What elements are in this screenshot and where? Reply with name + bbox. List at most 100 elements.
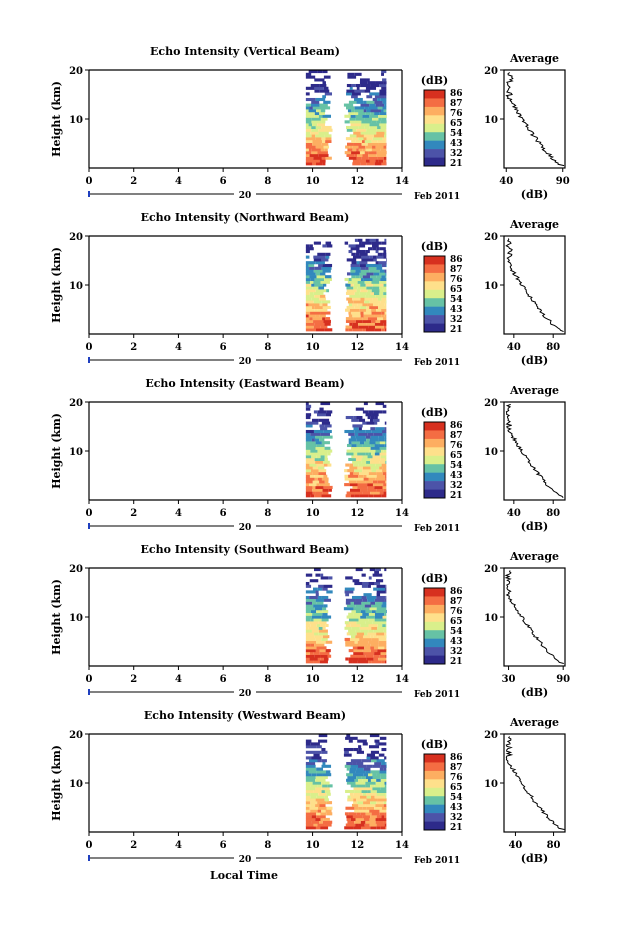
- heatmap-cell: [362, 806, 367, 810]
- heatmap-cell: [359, 81, 368, 85]
- heatmap-cell: [362, 114, 370, 118]
- heatmap-cell: [320, 325, 328, 329]
- heatmap-cell: [354, 601, 362, 605]
- heatmap-cell: [382, 410, 387, 414]
- heatmap-cell: [346, 452, 354, 456]
- heatmap-cell: [383, 322, 387, 326]
- heatmap-cell: [324, 455, 328, 459]
- heatmap-cell: [371, 469, 376, 473]
- colorbar-frame: [423, 421, 446, 499]
- heatmap-cell: [324, 328, 333, 332]
- heatmap-cell: [362, 139, 365, 143]
- heatmap-cell: [346, 632, 350, 636]
- heatmap-cell: [375, 781, 385, 785]
- heatmap-cell: [358, 432, 368, 436]
- heatmap-cell: [362, 815, 371, 819]
- x-tick-label: 10: [306, 508, 320, 519]
- beam-panel: Echo Intensity (Eastward Beam)Height (km…: [50, 377, 566, 534]
- heatmap-cell: [380, 455, 387, 459]
- heatmap-cell: [359, 637, 363, 641]
- heatmap-cell: [359, 159, 366, 163]
- heatmap-cell: [360, 609, 366, 614]
- profile-y-tick-label: 20: [484, 398, 498, 409]
- heatmap-cell: [370, 646, 374, 650]
- heatmap-cell: [362, 455, 368, 459]
- heatmap-cell: [317, 70, 323, 74]
- heatmap-cell: [360, 311, 364, 315]
- heatmap-cell: [346, 781, 356, 785]
- heatmap-cell: [383, 81, 386, 85]
- heatmap-cell: [356, 289, 361, 293]
- heatmap-cell: [322, 162, 326, 166]
- colorbar-swatch: [424, 281, 445, 291]
- heatmap-cell: [348, 311, 352, 315]
- heatmap-cell: [310, 618, 314, 622]
- y-tick-label: 20: [69, 398, 83, 409]
- heatmap-cell: [318, 457, 325, 462]
- heatmap-cell: [305, 806, 310, 810]
- heatmap-cell: [316, 795, 325, 799]
- heatmap-cell: [357, 153, 363, 157]
- heatmap-cell: [317, 252, 326, 256]
- colorbar-tick-label: 65: [450, 285, 463, 295]
- heatmap-cell: [355, 319, 363, 323]
- heatmap-cell: [305, 159, 310, 163]
- heatmap-cell: [363, 314, 375, 318]
- heatmap-cell: [375, 402, 385, 406]
- heatmap-cell: [324, 798, 329, 802]
- heatmap-cell: [305, 111, 315, 116]
- heatmap-cell: [375, 427, 385, 431]
- heatmap-cell: [305, 474, 310, 478]
- heatmap-cell: [305, 632, 315, 636]
- heatmap-cell: [361, 255, 370, 259]
- heatmap-cell: [375, 103, 380, 107]
- heatmap-cell: [366, 137, 373, 141]
- heatmap-cell: [380, 773, 387, 777]
- heatmap-cell: [349, 637, 360, 641]
- heatmap-cell: [324, 277, 332, 282]
- heatmap-cell: [308, 626, 319, 630]
- heatmap-cell: [351, 803, 359, 807]
- heatmap-cell: [360, 289, 368, 293]
- heatmap-cell: [381, 308, 387, 312]
- heatmap-cell: [315, 137, 322, 141]
- heatmap-cell: [356, 775, 362, 780]
- heatmap-cell: [305, 446, 316, 450]
- profile-line: [505, 72, 565, 167]
- heatmap-cell: [379, 92, 387, 96]
- heatmap-cell: [357, 660, 369, 664]
- heatmap-cell: [385, 81, 387, 85]
- colorbar-tick-label: 65: [450, 783, 463, 793]
- heatmap-cell: [319, 106, 331, 110]
- heatmap-cell: [358, 463, 366, 467]
- heatmap-cell: [384, 660, 387, 664]
- heatmap-cell: [316, 646, 327, 650]
- heatmap-cell: [384, 427, 387, 431]
- heatmap-cell: [316, 455, 321, 459]
- heatmap-cell: [305, 75, 316, 79]
- heatmap-cell: [380, 148, 387, 152]
- heatmap-cell: [381, 449, 384, 453]
- heatmap-cell: [360, 615, 367, 619]
- heatmap-cell: [358, 745, 362, 749]
- heatmap-cell: [311, 283, 315, 287]
- heatmap-cell: [305, 770, 309, 774]
- heatmap-cell: [363, 801, 371, 805]
- heatmap-cell: [383, 255, 387, 259]
- heatmap-cell: [370, 460, 380, 464]
- heatmap-cell: [353, 463, 359, 467]
- heatmap-cell: [319, 89, 330, 93]
- heatmap-cell: [316, 767, 324, 771]
- heatmap-cell: [320, 432, 330, 436]
- heatmap-cell: [305, 455, 312, 459]
- heatmap-cell: [383, 491, 387, 495]
- heatmap-cell: [369, 114, 379, 118]
- colorbar-tick-label: 43: [450, 139, 463, 149]
- heatmap-cell: [356, 767, 364, 771]
- heatmap-cell: [305, 573, 313, 577]
- heatmap-cell: [365, 803, 376, 807]
- heatmap-cell: [385, 120, 387, 124]
- heatmap-cell: [321, 615, 332, 619]
- heatmap-cell: [311, 151, 318, 155]
- heatmap-cell: [312, 162, 316, 166]
